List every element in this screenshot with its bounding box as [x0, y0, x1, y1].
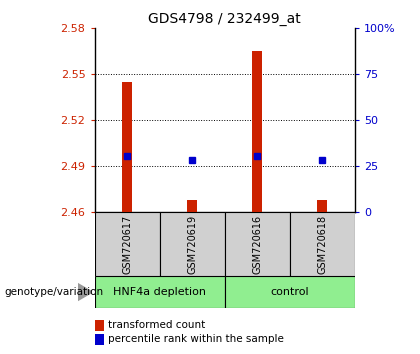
Text: percentile rank within the sample: percentile rank within the sample [108, 335, 284, 344]
Bar [160, 212, 225, 276]
Bar [94, 212, 160, 276]
Text: control: control [270, 287, 309, 297]
Bar [94, 276, 225, 308]
Text: HNF4a depletion: HNF4a depletion [113, 287, 206, 297]
Title: GDS4798 / 232499_at: GDS4798 / 232499_at [148, 12, 301, 26]
Text: GSM720619: GSM720619 [187, 215, 197, 274]
Text: transformed count: transformed count [108, 320, 205, 330]
Text: GSM720618: GSM720618 [318, 215, 327, 274]
Text: GSM720616: GSM720616 [252, 215, 262, 274]
Bar [290, 212, 355, 276]
Bar [187, 200, 197, 212]
Text: GSM720617: GSM720617 [122, 215, 132, 274]
Bar [252, 51, 262, 212]
Text: genotype/variation: genotype/variation [4, 287, 103, 297]
Polygon shape [78, 284, 92, 301]
Bar [225, 276, 355, 308]
Bar [318, 200, 327, 212]
Bar [225, 212, 290, 276]
Bar [122, 82, 132, 212]
